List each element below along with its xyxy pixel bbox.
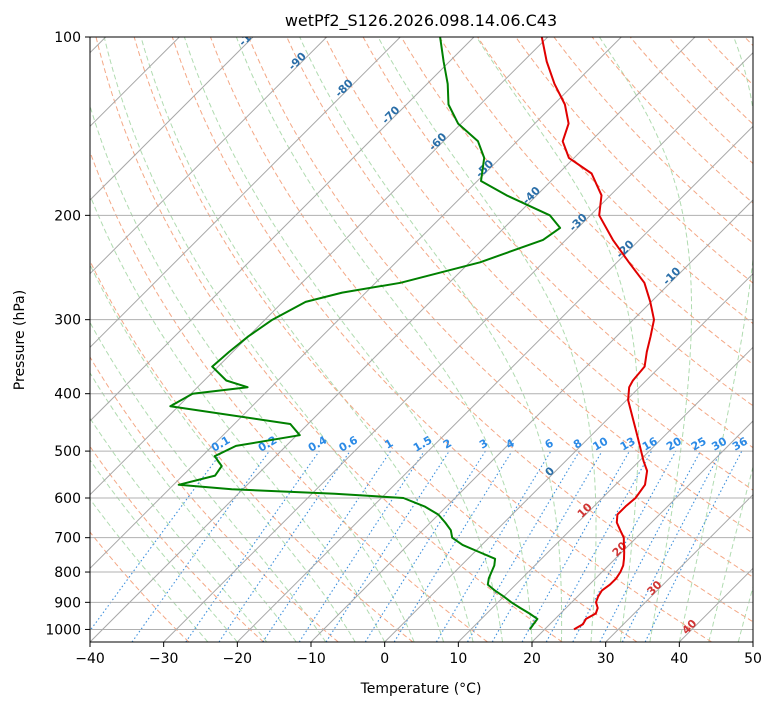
dry-adiabat-line [133, 37, 638, 642]
x-axis-label: Temperature (°C) [360, 681, 482, 697]
dry-adiabat-line [90, 531, 190, 642]
isotherm-line [531, 420, 753, 642]
y-tick-label: 200 [54, 208, 81, 224]
x-tick-label: 30 [597, 651, 615, 667]
isotherm-line [90, 37, 475, 422]
isotherm-line [236, 125, 753, 642]
y-tick-label: 700 [54, 531, 81, 547]
y-tick-label: 600 [54, 491, 81, 507]
mixing-ratio-line [393, 450, 513, 642]
dry-adiabat-line [515, 37, 753, 284]
moist-adiabat-line [140, 37, 474, 642]
moist-adiabat-line [90, 417, 268, 642]
y-axis: 100 200 300 400 500 600 700 800 900 1000 [45, 30, 90, 638]
y-tick-label: 100 [54, 30, 81, 46]
moist-adiabat-line [377, 37, 597, 642]
dry-adiabat-line [248, 37, 753, 578]
x-tick-label: −40 [75, 651, 105, 667]
moist-adiabat-line [90, 459, 238, 642]
y-tick-label: 1000 [45, 622, 81, 638]
mixing-ratio-line [325, 450, 450, 642]
x-tick-label: −20 [223, 651, 253, 667]
plot-background [90, 37, 753, 642]
dry-adiabat-line [90, 445, 264, 642]
dry-adiabat-line [438, 37, 753, 366]
isotherm-line [384, 272, 753, 642]
moist-adiabat-line [90, 321, 327, 642]
y-tick-label: 300 [54, 313, 81, 329]
x-tick-label: 50 [744, 651, 762, 667]
dry-adiabat-line [324, 37, 753, 491]
isotherm-line [90, 37, 328, 275]
dry-adiabat-line [90, 356, 339, 642]
mixing-ratio-line [185, 450, 320, 642]
dry-adiabat-line [95, 37, 563, 642]
y-tick-label: 800 [54, 565, 81, 581]
mixing-ratio-line [644, 450, 743, 642]
chart-title: wetPf2_S126.2026.098.14.06.C43 [285, 11, 557, 31]
y-tick-label: 900 [54, 595, 81, 611]
x-tick-label: 0 [380, 651, 389, 667]
isotherm-line [605, 493, 753, 642]
dry-adiabats [90, 37, 753, 642]
moist-adiabat-line [183, 37, 503, 642]
moist-adiabat-line [235, 37, 533, 642]
isotherm-line [163, 51, 753, 642]
isotherm-line [457, 346, 753, 642]
moist-adiabat-line [90, 371, 297, 642]
temperature-line [540, 37, 655, 631]
profile-series [169, 37, 655, 631]
isotherm-line [90, 37, 622, 570]
moist-adiabat-line [299, 37, 563, 642]
isotherm-line [752, 641, 753, 642]
isotherm-line [310, 199, 753, 642]
mixing-ratio-line [545, 450, 653, 642]
dry-adiabat-line [400, 37, 753, 407]
x-axis: −40 −30 −20 −10 0 10 20 30 40 50 [75, 642, 762, 667]
x-tick-label: −30 [149, 651, 179, 667]
mixing-ratio-line [572, 450, 677, 642]
moist-adiabat-line [598, 37, 693, 642]
x-tick-label: −10 [296, 651, 326, 667]
mixing-ratio-line [521, 450, 630, 642]
isotherm-line [90, 37, 696, 642]
dewpoint-line [169, 37, 562, 630]
isotherm-line [90, 37, 254, 201]
moist-adiabat-line [103, 37, 445, 642]
x-tick-label: 10 [449, 651, 467, 667]
moist-adiabat-line [90, 194, 386, 642]
moist-adiabat-line [737, 585, 753, 642]
x-tick-label: 20 [523, 651, 541, 667]
y-axis-label: Pressure (hPa) [12, 290, 28, 390]
moist-adiabat-line [708, 465, 753, 642]
dry-adiabat-line [171, 37, 712, 642]
x-tick-label: 40 [670, 651, 688, 667]
mixing-ratio-line [131, 450, 270, 642]
y-tick-label: 500 [54, 444, 81, 460]
mixing-ratio-line [90, 450, 223, 632]
y-tick-label: 400 [54, 387, 81, 403]
dry-adiabat-line [210, 37, 753, 623]
dry-adiabat-label: -100 [236, 20, 265, 49]
mixing-ratio-line [298, 450, 425, 642]
isotherm-line [90, 37, 401, 349]
mixing-ratio-line [218, 450, 351, 642]
moist-adiabat-line [476, 37, 640, 642]
dry-adiabat-line [90, 150, 488, 642]
moist-adiabat-line [90, 263, 356, 642]
plot-frame [89, 36, 754, 643]
